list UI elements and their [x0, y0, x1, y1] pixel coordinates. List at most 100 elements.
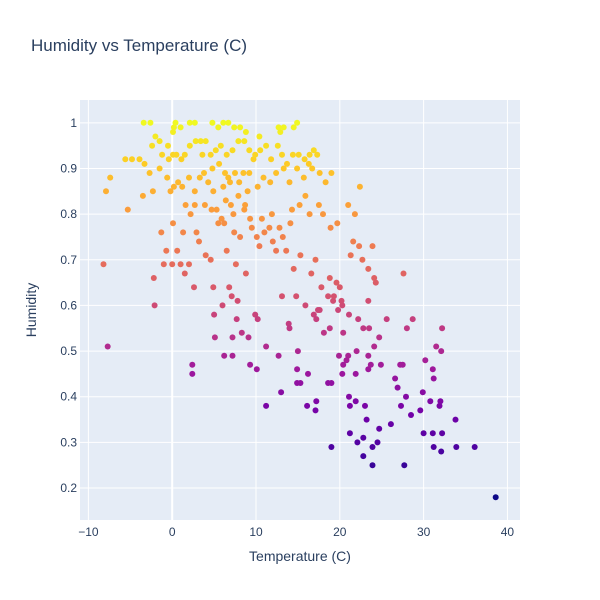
scatter-point: [346, 430, 353, 437]
scatter-point: [369, 243, 376, 250]
scatter-point: [422, 357, 429, 364]
scatter-point: [136, 156, 143, 163]
scatter-point: [371, 275, 378, 281]
scatter-point: [256, 133, 263, 140]
scatter-point: [122, 156, 129, 163]
scatter-point: [312, 407, 319, 414]
scatter-point: [107, 174, 114, 181]
scatter-point: [289, 151, 296, 158]
scatter-point: [210, 188, 217, 195]
scatter-point: [347, 252, 354, 259]
scatter-point: [296, 202, 303, 208]
scatter-point: [223, 151, 230, 158]
scatter-point: [220, 183, 227, 190]
scatter-point: [356, 243, 363, 250]
scatter-point: [269, 238, 276, 245]
scatter-point: [360, 434, 367, 441]
scatter-point: [216, 160, 223, 167]
scatter-point: [234, 297, 241, 304]
scatter-point: [289, 206, 295, 213]
scatter-point: [191, 202, 198, 208]
scatter-point: [218, 215, 225, 222]
scatter-point: [328, 444, 335, 450]
scatter-point: [369, 462, 376, 469]
scatter-point: [165, 142, 171, 149]
scatter-point: [427, 398, 434, 405]
scatter-point: [302, 192, 309, 199]
scatter-point: [439, 325, 446, 332]
scatter-point: [304, 402, 311, 409]
scatter-point: [219, 302, 226, 309]
scatter-point: [129, 156, 135, 163]
scatter-point: [222, 170, 228, 176]
scatter-point: [316, 307, 323, 313]
x-tick-label: 40: [501, 525, 515, 539]
x-tick-label: 0: [169, 525, 176, 539]
scatter-point: [297, 380, 304, 386]
scatter-point: [100, 261, 107, 268]
scatter-point: [346, 402, 353, 409]
scatter-point: [187, 211, 194, 218]
scatter-point: [263, 142, 270, 149]
scatter-point: [346, 311, 352, 318]
scatter-point: [398, 402, 404, 409]
scatter-point: [139, 192, 146, 199]
scatter-point: [403, 393, 409, 400]
scatter-point: [320, 329, 327, 336]
scatter-point: [191, 188, 198, 195]
scatter-point: [328, 380, 335, 386]
scatter-point: [305, 160, 312, 167]
scatter-point: [330, 293, 337, 300]
scatter-point: [383, 316, 390, 323]
scatter-point: [193, 229, 200, 236]
scatter-point: [279, 234, 286, 240]
scatter-point: [328, 170, 335, 176]
scatter-point: [297, 252, 304, 259]
y-tick-label: 1: [70, 116, 77, 130]
scatter-point: [277, 129, 284, 135]
scatter-point: [333, 279, 340, 286]
scatter-point: [177, 261, 184, 268]
scatter-point: [376, 425, 383, 432]
scatter-point: [235, 138, 242, 145]
scatter-point: [196, 238, 202, 245]
scatter-point: [352, 398, 359, 405]
scatter-point: [147, 119, 154, 126]
y-tick-label: 0.2: [60, 481, 77, 495]
scatter-point: [165, 156, 172, 163]
scatter-point: [334, 220, 341, 227]
scatter-point: [310, 311, 317, 318]
scatter-point: [294, 348, 301, 355]
scatter-point: [403, 325, 410, 332]
scatter-point: [419, 389, 426, 396]
scatter-point: [276, 224, 283, 231]
scatter-point: [235, 192, 242, 199]
data-points: [100, 119, 499, 501]
scatter-point: [365, 366, 372, 373]
scatter-point: [452, 416, 459, 423]
scatter-point: [192, 138, 199, 145]
scatter-point: [263, 402, 270, 409]
scatter-point: [280, 124, 287, 131]
scatter-point: [318, 284, 325, 291]
scatter-point: [437, 398, 444, 405]
scatter-point: [492, 494, 499, 501]
scatter-point: [231, 124, 238, 131]
scatter-point: [263, 343, 270, 350]
scatter-point: [242, 129, 249, 135]
scatter-point: [351, 211, 358, 218]
scatter-point: [275, 124, 282, 131]
y-axis-ticks: 0.2 0.3 0.4 0.5 0.6 0.7 0.8 0.9 1: [60, 116, 77, 495]
scatter-point: [339, 370, 346, 377]
scatter-point: [170, 220, 176, 227]
scatter-point: [170, 183, 177, 190]
scatter-point: [365, 352, 372, 359]
scatter-point: [151, 302, 158, 309]
scatter-point: [175, 179, 182, 186]
scatter-point: [372, 279, 379, 286]
scatter-point: [326, 275, 333, 281]
scatter-point: [228, 293, 235, 300]
scatter-point: [242, 202, 249, 208]
scatter-point: [345, 352, 352, 359]
scatter-point: [326, 325, 333, 332]
